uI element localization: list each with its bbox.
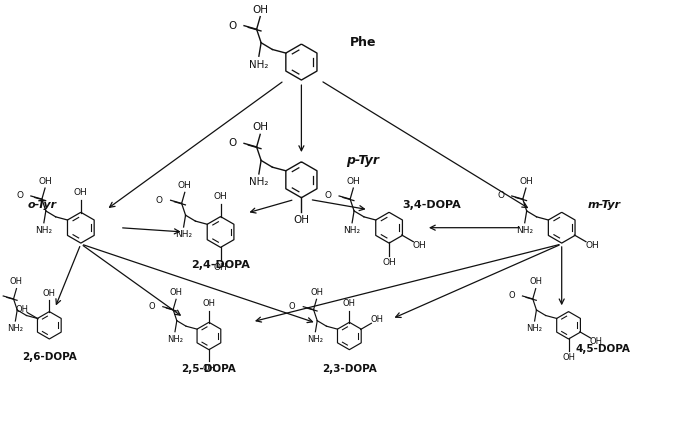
Text: OH: OH <box>371 315 384 324</box>
Text: O: O <box>325 191 332 200</box>
Text: OH: OH <box>562 353 575 362</box>
Text: m-Tyr: m-Tyr <box>588 200 621 211</box>
Text: OH: OH <box>38 177 52 186</box>
Text: OH: OH <box>519 177 533 186</box>
Text: OH: OH <box>382 258 396 268</box>
Text: OH: OH <box>293 215 310 225</box>
Text: O: O <box>497 191 504 200</box>
Text: OH: OH <box>590 337 603 346</box>
Text: NH₂: NH₂ <box>516 226 534 235</box>
Text: 2,4-DOPA: 2,4-DOPA <box>191 260 250 270</box>
Text: OH: OH <box>10 277 23 286</box>
Text: OH: OH <box>252 5 269 15</box>
Text: o-Tyr: o-Tyr <box>28 200 57 211</box>
Text: O: O <box>228 21 236 31</box>
Text: OH: OH <box>343 299 356 309</box>
Text: NH₂: NH₂ <box>36 226 53 235</box>
Text: OH: OH <box>252 122 269 132</box>
Text: OH: OH <box>412 241 426 250</box>
Text: OH: OH <box>214 262 227 272</box>
Text: OH: OH <box>203 299 215 309</box>
Text: NH₂: NH₂ <box>308 335 323 344</box>
Text: OH: OH <box>530 277 543 286</box>
Text: OH: OH <box>203 363 215 373</box>
Text: NH₂: NH₂ <box>249 59 269 70</box>
Text: OH: OH <box>178 181 192 190</box>
Text: O: O <box>289 302 295 311</box>
Text: O: O <box>508 291 514 300</box>
Text: Phe: Phe <box>350 36 376 49</box>
Text: O: O <box>16 191 23 200</box>
Text: O: O <box>156 196 163 205</box>
Text: NH₂: NH₂ <box>527 324 543 333</box>
Text: NH₂: NH₂ <box>175 230 192 239</box>
Text: p-Tyr: p-Tyr <box>347 154 379 167</box>
Text: NH₂: NH₂ <box>167 335 183 344</box>
Text: NH₂: NH₂ <box>249 177 269 187</box>
Text: O: O <box>228 138 236 149</box>
Text: OH: OH <box>43 288 55 298</box>
Text: 2,6-DOPA: 2,6-DOPA <box>22 352 77 363</box>
Text: O: O <box>149 302 155 311</box>
Text: 3,4-DOPA: 3,4-DOPA <box>402 200 461 211</box>
Text: 2,5-DOPA: 2,5-DOPA <box>182 364 236 374</box>
Text: NH₂: NH₂ <box>8 324 23 333</box>
Text: OH: OH <box>310 288 323 297</box>
Text: OH: OH <box>170 288 183 297</box>
Text: OH: OH <box>585 241 599 250</box>
Text: OH: OH <box>74 188 88 197</box>
Text: NH₂: NH₂ <box>344 226 361 235</box>
Text: OH: OH <box>214 192 227 202</box>
Text: 2,3-DOPA: 2,3-DOPA <box>322 364 377 374</box>
Text: OH: OH <box>15 305 28 314</box>
Text: OH: OH <box>347 177 360 186</box>
Text: 4,5-DOPA: 4,5-DOPA <box>575 344 630 354</box>
